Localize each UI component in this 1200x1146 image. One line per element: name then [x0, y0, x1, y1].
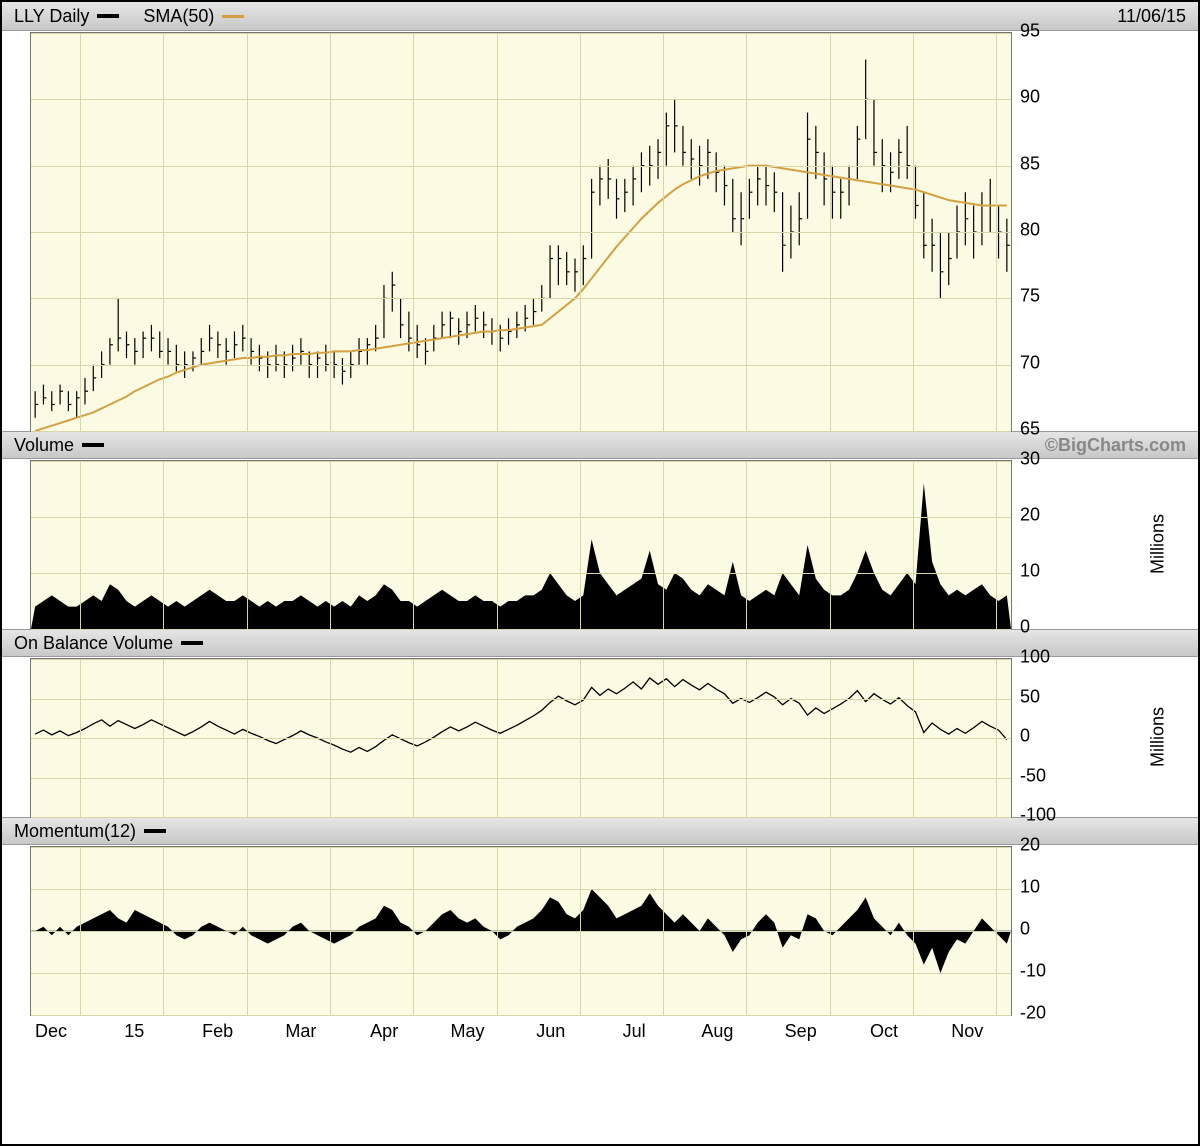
y-tick-label: 20 [1020, 505, 1040, 526]
legend-price: LLY Daily [14, 6, 119, 27]
x-tick-label: Apr [370, 1021, 398, 1042]
swatch-black-icon [181, 641, 203, 645]
obv-title: On Balance Volume [14, 633, 173, 654]
x-tick-label: Aug [701, 1021, 733, 1042]
volume-header: Volume ©BigCharts.com [2, 431, 1198, 459]
x-tick-label: Nov [951, 1021, 983, 1042]
chart-date: 11/06/15 [1117, 6, 1186, 27]
swatch-black-icon [144, 829, 166, 833]
y-tick-label: 75 [1020, 286, 1040, 307]
x-tick-label: Mar [285, 1021, 316, 1042]
x-tick-label: 15 [124, 1021, 144, 1042]
x-tick-label: May [450, 1021, 484, 1042]
x-tick-label: Oct [870, 1021, 898, 1042]
y-tick-label: -20 [1020, 1003, 1046, 1024]
price-panel: 65707580859095 [2, 31, 1198, 431]
y-tick-label: 65 [1020, 419, 1040, 440]
price-header: LLY Daily SMA(50) 11/06/15 [2, 2, 1198, 31]
x-tick-label: Jul [623, 1021, 646, 1042]
y-tick-label: 0 [1020, 726, 1030, 747]
y-tick-label: -50 [1020, 765, 1046, 786]
x-axis: Dec 15 Feb Mar Apr May Jun Jul Aug Sep Oct Nov [2, 1015, 1010, 1045]
y-tick-label: 85 [1020, 153, 1040, 174]
y-tick-label: 0 [1020, 617, 1030, 638]
x-tick-label: Jun [536, 1021, 565, 1042]
y-tick-label: 95 [1020, 21, 1040, 42]
y-tick-label: 100 [1020, 647, 1050, 668]
sma-label: SMA(50) [143, 6, 214, 27]
y-tick-label: 50 [1020, 686, 1040, 707]
obv-header: On Balance Volume [2, 629, 1198, 657]
momentum-panel: -20-1001020 [2, 845, 1198, 1015]
momentum-header: Momentum(12) [2, 817, 1198, 845]
y-tick-label: 20 [1020, 835, 1040, 856]
y-tick-label: 30 [1020, 449, 1040, 470]
swatch-black-icon [97, 14, 119, 18]
x-tick-label: Dec [35, 1021, 67, 1042]
legend-sma: SMA(50) [143, 6, 244, 27]
volume-unit: Millions [1147, 514, 1168, 574]
volume-panel: Millions 0102030 [2, 459, 1198, 629]
y-tick-label: 0 [1020, 919, 1030, 940]
x-tick-label: Feb [202, 1021, 233, 1042]
y-tick-label: -10 [1020, 961, 1046, 982]
swatch-orange-icon [222, 15, 244, 18]
chart-container: LLY Daily SMA(50) 11/06/15 65 70 75 80 85 90 9… [0, 0, 1200, 1146]
obv-panel: Millions -100-50050100 [2, 657, 1198, 817]
price-title: LLY Daily [14, 6, 89, 27]
y-tick-label: 90 [1020, 87, 1040, 108]
y-tick-label: -100 [1020, 805, 1056, 826]
y-tick-label: 10 [1020, 561, 1040, 582]
y-tick-label: 80 [1020, 220, 1040, 241]
y-tick-label: 10 [1020, 877, 1040, 898]
chart-credit: ©BigCharts.com [1045, 435, 1186, 456]
y-tick-label: 70 [1020, 352, 1040, 373]
x-tick-label: Sep [785, 1021, 817, 1042]
obv-unit: Millions [1147, 707, 1168, 767]
momentum-title: Momentum(12) [14, 821, 136, 842]
swatch-black-icon [82, 443, 104, 447]
volume-title: Volume [14, 435, 74, 456]
